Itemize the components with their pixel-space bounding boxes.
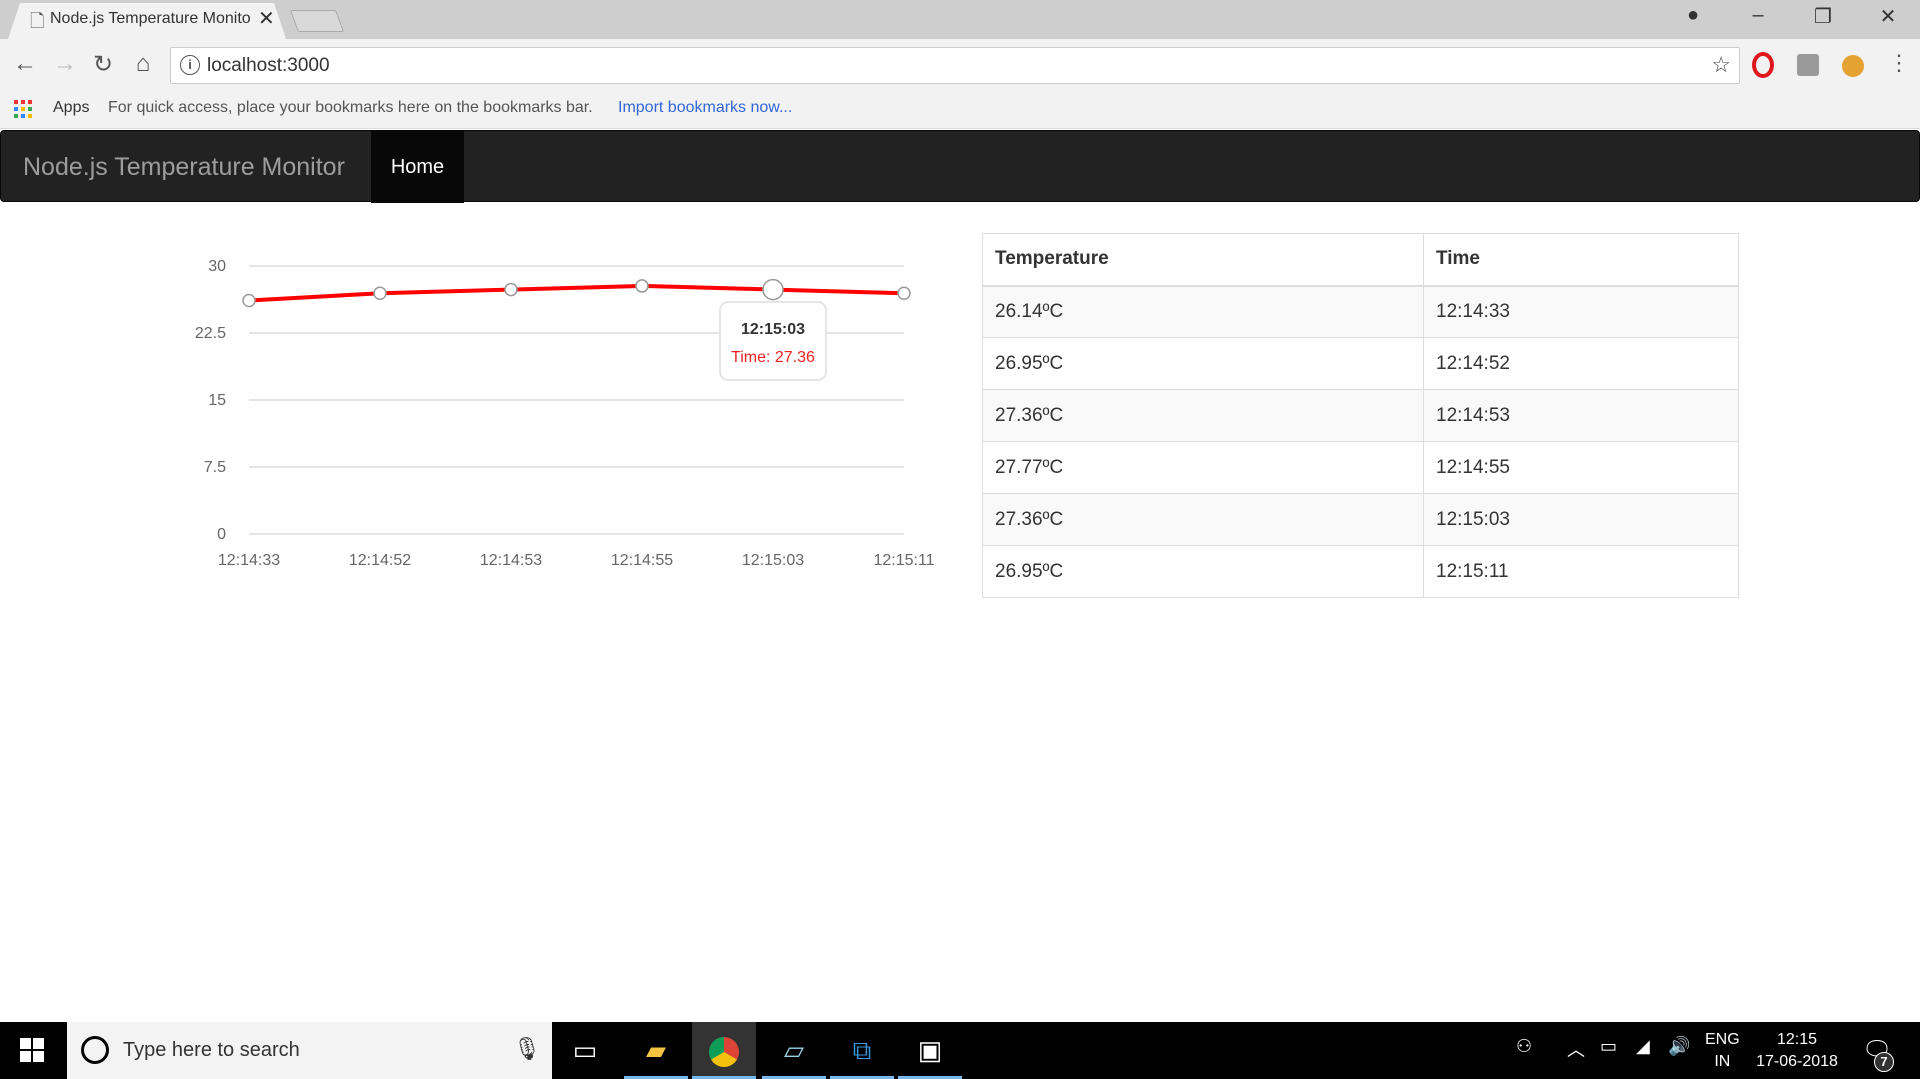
notes-app-icon[interactable]: ▱	[762, 1022, 826, 1079]
temperature-table: Temperature Time 26.14ºC 12:14:33 26.95ºC 1…	[982, 233, 1739, 598]
tab-strip	[0, 0, 1920, 39]
time-cell: 12:14:53	[1423, 389, 1739, 442]
apps-icon[interactable]	[14, 100, 32, 118]
table-row: 26.95ºC 12:14:52	[982, 337, 1739, 390]
x-tick-label: 12:14:33	[218, 552, 280, 569]
menu-icon[interactable]: ⋮	[1888, 50, 1910, 75]
clock-date: 17-06-2018	[1756, 1053, 1838, 1070]
tooltip-label: Time: 27.36	[731, 349, 815, 366]
data-point	[504, 282, 518, 297]
data-point	[762, 278, 784, 301]
task-view-icon[interactable]: ▭	[572, 1035, 598, 1065]
navbar: Node.js Temperature Monitor Home	[0, 130, 1920, 203]
tooltip-box	[719, 301, 827, 381]
lang-code: ENG	[1705, 1031, 1740, 1048]
temperature-cell: 26.14ºC	[982, 285, 1424, 338]
apps-link[interactable]: Apps	[53, 99, 90, 116]
y-tick-label: 22.5	[195, 325, 226, 342]
temperature-cell: 27.77ºC	[982, 441, 1424, 494]
vscode-icon[interactable]: ⧉	[830, 1022, 894, 1079]
time-cell: 12:14:52	[1423, 337, 1739, 390]
chrome-icon[interactable]	[692, 1022, 756, 1079]
data-point	[635, 279, 649, 293]
close-tab-icon[interactable]: ✕	[258, 8, 275, 30]
temperature-cell: 26.95ºC	[982, 337, 1424, 390]
new-tab-button[interactable]	[289, 10, 345, 32]
volume-icon[interactable]: 🔊	[1668, 1036, 1691, 1056]
data-point	[373, 286, 387, 300]
table-row: 27.36ºC 12:14:53	[982, 389, 1739, 442]
y-tick-label: 0	[217, 526, 226, 543]
microphone-icon[interactable]: 🎙	[513, 1036, 541, 1061]
clock-time: 12:15	[1776, 1031, 1818, 1048]
x-tick-label: 12:14:55	[611, 552, 673, 569]
tooltip-title: 12:15:03	[741, 321, 805, 338]
table-header-row: Temperature Time	[982, 233, 1739, 287]
bookmarks-hint: For quick access, place your bookmarks h…	[108, 99, 593, 116]
show-hidden-icons[interactable]: ︿	[1567, 1040, 1585, 1060]
page-icon: 🗋	[30, 11, 45, 31]
battery-icon[interactable]: ▭	[1600, 1036, 1618, 1056]
x-tick-label: 12:14:52	[349, 552, 411, 569]
header-time: Time	[1423, 233, 1739, 287]
table-row: 27.77ºC 12:14:55	[982, 441, 1739, 494]
tab-title: Node.js Temperature Monitor	[50, 10, 250, 27]
language-indicator[interactable]: ENG IN	[1705, 1029, 1740, 1073]
address-bar[interactable]: i localhost:3000 ☆	[170, 47, 1740, 84]
cortana-icon	[81, 1036, 109, 1064]
cookie-extension-icon[interactable]	[1842, 55, 1864, 77]
temperature-cell: 26.95ºC	[982, 545, 1424, 598]
navbar-brand[interactable]: Node.js Temperature Monitor	[23, 153, 345, 181]
temperature-chart: 30 22.5 15 7.5 0 12:14:33 12:14:52 12:14:53 12:1…	[195, 258, 935, 569]
taskbar: Type here to search 🎙 ▭ ▰ ▱ ⧉ ▣ ⚇ ︿ ▭ ◢ …	[0, 1022, 1920, 1079]
start-button[interactable]	[20, 1038, 44, 1062]
y-tick-label: 7.5	[204, 459, 226, 476]
x-tick-label: 12:15:11	[873, 552, 934, 569]
notification-badge: 7	[1874, 1052, 1894, 1072]
info-icon[interactable]: i	[180, 55, 200, 75]
people-icon[interactable]: ⚇	[1516, 1036, 1533, 1056]
forward-icon[interactable]: →	[53, 50, 77, 77]
profile-icon[interactable]: ●	[1686, 4, 1700, 26]
time-cell: 12:15:11	[1423, 545, 1739, 598]
x-tick-label: 12:15:03	[742, 552, 804, 569]
wifi-icon[interactable]: ◢	[1636, 1036, 1650, 1056]
y-tick-label: 15	[208, 392, 226, 409]
data-point	[897, 286, 911, 300]
clock[interactable]: 12:15 17-06-2018	[1752, 1029, 1842, 1073]
time-cell: 12:15:03	[1423, 493, 1739, 546]
back-icon[interactable]: ←	[13, 50, 37, 77]
table-row: 26.14ºC 12:14:33	[982, 285, 1739, 338]
search-placeholder: Type here to search	[123, 1039, 300, 1061]
x-tick-label: 12:14:53	[480, 552, 542, 569]
extension-icon[interactable]	[1797, 54, 1819, 76]
nav-home[interactable]: Home	[371, 131, 464, 203]
time-cell: 12:14:33	[1423, 285, 1739, 338]
temperature-cell: 27.36ºC	[982, 389, 1424, 442]
opera-extension-icon[interactable]	[1752, 52, 1774, 78]
close-window-button[interactable]: ✕	[1879, 6, 1897, 28]
table-row: 27.36ºC 12:15:03	[982, 493, 1739, 546]
reload-icon[interactable]: ↻	[92, 51, 114, 78]
data-point	[242, 293, 256, 308]
header-temperature: Temperature	[982, 233, 1424, 287]
file-explorer-icon[interactable]: ▰	[624, 1022, 688, 1079]
y-tick-label: 30	[208, 258, 226, 275]
restore-button[interactable]: ❐	[1814, 6, 1832, 28]
series-line	[248, 283, 905, 303]
time-cell: 12:14:55	[1423, 441, 1739, 494]
table-row: 26.95ºC 12:15:11	[982, 545, 1739, 598]
browser-tab[interactable]	[8, 3, 286, 39]
import-bookmarks-link[interactable]: Import bookmarks now...	[618, 99, 793, 116]
bookmark-star-icon[interactable]: ☆	[1711, 52, 1731, 77]
terminal-icon[interactable]: ▣	[898, 1022, 962, 1079]
bookmarks-bar: Apps For quick access, place your bookma…	[0, 88, 1920, 129]
temperature-cell: 27.36ºC	[982, 493, 1424, 546]
url-text: localhost:3000	[207, 55, 330, 76]
minimize-button[interactable]: –	[1752, 4, 1764, 26]
taskbar-search[interactable]: Type here to search 🎙	[67, 1022, 552, 1079]
home-icon[interactable]: ⌂	[135, 50, 151, 77]
region-code: IN	[1714, 1053, 1731, 1070]
